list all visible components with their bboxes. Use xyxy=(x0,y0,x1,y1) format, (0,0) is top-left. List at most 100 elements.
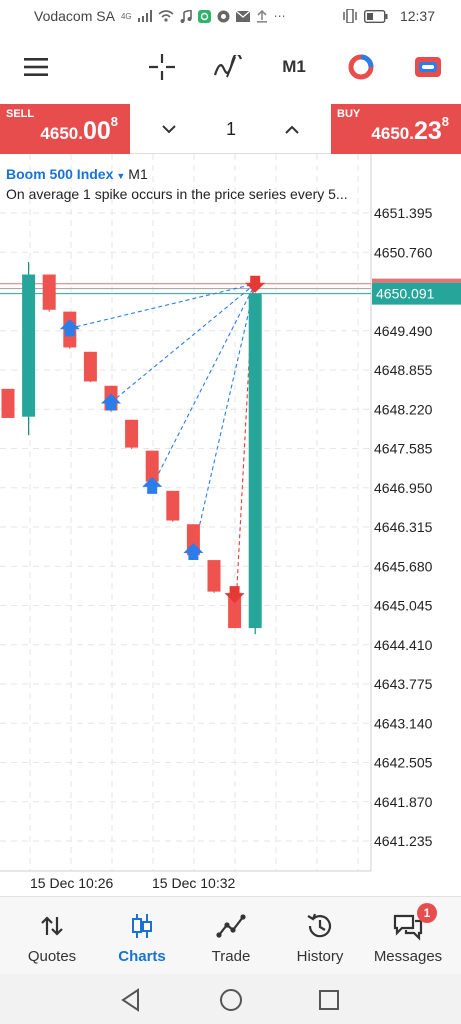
sell-price-big: 00 xyxy=(82,117,111,145)
buy-price-big: 23 xyxy=(413,117,442,145)
price-chart[interactable]: 4651.395 4650.760 4649.490 4648.855 4648.220… xyxy=(0,154,461,894)
ask-price-tag xyxy=(372,278,461,283)
price-axis-label: 4647.585 xyxy=(374,441,433,457)
trade-connection-line xyxy=(151,283,256,487)
current-price-tag xyxy=(372,282,461,305)
lot-increase-button[interactable] xyxy=(277,116,307,142)
history-icon xyxy=(307,913,332,938)
home-icon[interactable] xyxy=(218,987,244,1013)
sell-price-sup: 8 xyxy=(110,114,118,129)
battery-icon xyxy=(363,9,388,23)
price-axis-label: 4649.490 xyxy=(374,323,433,339)
nav-charts[interactable]: Charts xyxy=(96,897,188,975)
chevron-up-icon xyxy=(285,125,299,134)
price-axis-label: 4651.395 xyxy=(374,205,433,221)
price-axis-label: 4645.045 xyxy=(374,598,433,614)
timeframe-button[interactable]: M1 xyxy=(272,38,316,96)
trade-button[interactable] xyxy=(406,38,450,96)
sell-arrow-icon xyxy=(245,275,266,293)
price-axis-label: 4642.505 xyxy=(374,755,433,771)
nav-quotes[interactable]: Quotes xyxy=(6,897,98,975)
indicators-button[interactable] xyxy=(206,38,250,96)
buy-price-main: 4650. xyxy=(371,124,414,143)
back-icon[interactable] xyxy=(118,987,144,1013)
buy-price-sup: 8 xyxy=(441,114,449,129)
price-axis-label: 4643.775 xyxy=(374,676,433,692)
menu-button[interactable] xyxy=(14,38,58,96)
symbol-dropdown-icon[interactable]: ▼ xyxy=(116,171,126,181)
clock: 12:37 xyxy=(399,8,435,24)
status-bar: Vodacom SA 4G ⋯ 12:37 xyxy=(0,0,461,32)
charts-icon xyxy=(132,914,152,938)
bearish-candle xyxy=(228,592,242,629)
price-axis-label: 4648.220 xyxy=(374,401,433,417)
status-left: Vodacom SA 4G ⋯ xyxy=(34,8,286,24)
price-axis-label: 4646.950 xyxy=(374,480,433,496)
nav-label: Quotes xyxy=(27,948,77,965)
nav-history[interactable]: History xyxy=(274,897,366,975)
price-axis-label: 4644.410 xyxy=(374,637,433,653)
buy-button[interactable]: BUY 4650.238 xyxy=(331,104,461,154)
time-axis-label: 15 Dec 10:32 xyxy=(152,875,235,891)
nav-label: History xyxy=(296,948,344,965)
one-click-trade-bar: SELL 4650.008 1 BUY 4650.238 xyxy=(0,104,461,154)
current-price-label: 4650.091 xyxy=(376,286,435,302)
recents-icon[interactable] xyxy=(316,987,342,1013)
chevron-down-icon xyxy=(162,124,176,133)
analytics-icon xyxy=(348,54,374,80)
bearish-candle xyxy=(83,351,97,382)
wifi-icon xyxy=(158,10,174,22)
sell-price-main: 4650. xyxy=(40,124,83,143)
bullish-candle xyxy=(248,293,262,629)
price-axis-label: 4648.855 xyxy=(374,362,433,378)
nav-label: Charts xyxy=(118,948,166,965)
nav-messages[interactable]: 1 Messages xyxy=(362,897,454,975)
symbol-header: Boom 500 Index ▼ M1 xyxy=(6,166,148,182)
time-axis-label: 15 Dec 10:26 xyxy=(30,875,113,891)
buy-arrow-icon xyxy=(183,543,204,561)
bearish-candle xyxy=(125,419,139,448)
trade-line-icon xyxy=(216,914,246,938)
analytics-button[interactable] xyxy=(338,38,384,96)
lot-decrease-button[interactable] xyxy=(154,116,184,142)
bearish-candle xyxy=(207,560,221,592)
bearish-candle xyxy=(166,490,180,521)
symbol-name[interactable]: Boom 500 Index xyxy=(6,166,114,182)
bottom-navigation: Quotes Charts Trade History 1 Messages xyxy=(0,896,461,974)
vibrate-icon xyxy=(343,9,357,23)
bearish-candle xyxy=(1,388,15,418)
buy-price: 4650.238 xyxy=(371,114,449,146)
nav-trade[interactable]: Trade xyxy=(185,897,277,975)
indicators-icon xyxy=(214,55,242,78)
chart-canvas[interactable]: 4651.395 4650.760 4649.490 4648.855 4648.220… xyxy=(0,154,461,894)
lot-value[interactable]: 1 xyxy=(225,119,236,139)
sell-button[interactable]: SELL 4650.008 xyxy=(0,104,130,154)
buy-label: BUY xyxy=(337,108,361,120)
messages-icon xyxy=(393,914,423,941)
mail-icon xyxy=(235,10,250,22)
price-axis-label: 4641.235 xyxy=(374,833,433,849)
symbol-timeframe: M1 xyxy=(128,166,148,182)
app-icon xyxy=(197,9,211,23)
symbol-description: On average 1 spike occurs in the price s… xyxy=(6,186,348,202)
lot-selector: 1 xyxy=(130,104,331,154)
more-icon: ⋯ xyxy=(273,9,286,23)
nav-label: Trade xyxy=(211,948,251,965)
sell-price: 4650.008 xyxy=(40,114,118,146)
crosshair-button[interactable] xyxy=(140,38,184,96)
bullish-candle xyxy=(22,274,36,417)
music-icon xyxy=(180,9,192,23)
menu-icon xyxy=(24,58,48,76)
app-icon xyxy=(217,10,230,22)
sell-label: SELL xyxy=(6,108,35,120)
buy-arrow-icon xyxy=(59,319,80,337)
quotes-icon xyxy=(41,916,63,936)
trade-connection-line xyxy=(110,283,256,403)
price-axis-label: 4645.680 xyxy=(374,558,433,574)
bearish-candle xyxy=(42,274,56,310)
system-navigation-bar xyxy=(0,974,461,1024)
price-axis-label: 4646.315 xyxy=(374,519,433,535)
trade-icon xyxy=(415,57,441,77)
crosshair-icon xyxy=(149,54,175,80)
network-badge: 4G xyxy=(120,11,132,21)
